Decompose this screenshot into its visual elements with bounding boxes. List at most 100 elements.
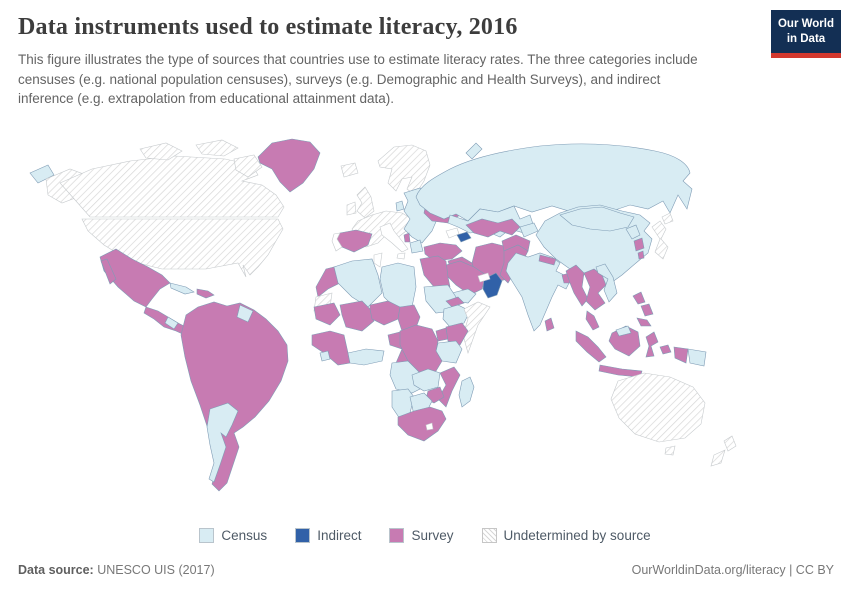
map-region-sulawesi[interactable] [645, 331, 659, 358]
map-region-eritrea[interactable] [445, 296, 465, 308]
legend-item-indirect[interactable]: Indirect [295, 528, 361, 543]
map-region-japan[interactable] [651, 220, 669, 260]
map-region-niger[interactable] [369, 300, 401, 326]
world-map [0, 135, 850, 525]
legend-item-undetermined[interactable]: Undetermined by source [481, 528, 651, 543]
legend-label-undetermined: Undetermined by source [503, 528, 651, 543]
map-region-albania[interactable] [403, 232, 411, 243]
map-region-philippines[interactable] [640, 303, 654, 317]
map-region-sri-lanka[interactable] [544, 317, 555, 332]
chart-title: Data instruments used to estimate litera… [18, 14, 518, 40]
map-region-nepal[interactable] [538, 254, 557, 266]
data-source: Data source: UNESCO UIS (2017) [18, 563, 215, 577]
map-region-portugal[interactable] [331, 232, 343, 252]
map-region-australia[interactable] [610, 372, 706, 443]
map-region-central-asia[interactable] [465, 218, 521, 238]
map-region-japan-hokkaido[interactable] [661, 212, 674, 225]
chart-footer: Data source: UNESCO UIS (2017) OurWorldi… [18, 563, 834, 577]
map-region-senegal-guinea[interactable] [311, 330, 351, 366]
map-region-egypt[interactable] [419, 255, 451, 288]
map-region-canada[interactable] [59, 155, 285, 218]
map-region-nicaragua[interactable] [164, 316, 179, 330]
map-region-greece[interactable] [409, 239, 424, 254]
map-region-tasmania[interactable] [664, 445, 676, 456]
data-source-label: Data source: [18, 563, 94, 577]
map-region-south-america[interactable] [180, 301, 289, 492]
map-region-iceland[interactable] [340, 162, 359, 178]
map-region-kyrgyz-tajik[interactable] [519, 222, 539, 238]
map-region-algeria[interactable] [333, 258, 383, 308]
map-region-kenya[interactable] [445, 322, 469, 346]
map-region-somalia[interactable] [462, 301, 491, 354]
map-region-russia[interactable] [415, 143, 693, 222]
map-region-philippines[interactable] [636, 317, 652, 327]
map-region-tunisia[interactable] [373, 252, 383, 268]
map-region-mozambique[interactable] [437, 366, 461, 408]
map-region-scandinavia[interactable] [377, 144, 431, 196]
map-region-papua-new-guinea[interactable] [687, 348, 707, 367]
map-region-south-africa[interactable] [397, 406, 447, 442]
map-region-new-zealand[interactable] [710, 449, 726, 467]
map-legend: Census Indirect Survey Undetermined by s… [0, 528, 850, 543]
chart-header: Data instruments used to estimate litera… [18, 14, 738, 109]
map-region-hispaniola[interactable] [196, 288, 215, 299]
map-region-vietnam[interactable] [595, 263, 618, 303]
map-region-cuba[interactable] [169, 282, 195, 295]
map-region-chukotka[interactable] [29, 164, 55, 184]
legend-item-census[interactable]: Census [199, 528, 267, 543]
map-region-new-zealand[interactable] [723, 435, 737, 452]
owid-logo-line1: Our World [777, 18, 834, 30]
legend-swatch-census [199, 528, 215, 543]
legend-swatch-indirect [295, 528, 311, 543]
map-region-uk[interactable] [356, 186, 375, 219]
map-region-west-papua[interactable] [673, 346, 689, 364]
map-region-greenland[interactable] [257, 138, 321, 193]
legend-item-survey[interactable]: Survey [389, 528, 454, 543]
credit-link[interactable]: OurWorldinData.org/literacy | CC BY [631, 563, 834, 577]
map-region-ireland[interactable] [346, 201, 357, 216]
map-region-uae[interactable] [477, 272, 491, 283]
map-region-drc[interactable] [399, 324, 443, 374]
map-region-argentina[interactable] [206, 402, 239, 483]
legend-label-indirect: Indirect [317, 528, 362, 543]
map-region-baja[interactable] [100, 258, 117, 285]
map-region-zambia[interactable] [411, 368, 441, 392]
map-region-moluccas[interactable] [659, 344, 672, 355]
legend-swatch-undetermined [481, 528, 497, 543]
map-region-sumatra[interactable] [575, 330, 607, 363]
map-region-philippines[interactable] [632, 291, 646, 305]
map-region-mauritania[interactable] [313, 302, 341, 326]
map-region-malay-peninsula[interactable] [585, 310, 600, 331]
map-region-madagascar[interactable] [458, 376, 475, 408]
map-region-mexico[interactable] [99, 248, 171, 308]
map-region-saudi-arabia[interactable] [445, 260, 487, 296]
map-region-borneo-malaysia[interactable] [615, 325, 632, 337]
map-region-italy[interactable] [379, 222, 409, 253]
data-source-value: UNESCO UIS (2017) [93, 563, 215, 577]
map-region-azerbaijan[interactable] [456, 231, 472, 243]
world-map-svg [29, 138, 737, 492]
map-region-south-korea[interactable] [633, 237, 645, 252]
map-region-mongolia[interactable] [559, 206, 635, 232]
map-region-ivory-ghana[interactable] [347, 348, 385, 366]
map-region-canada-islands[interactable] [139, 142, 183, 161]
map-region-north-korea[interactable] [625, 224, 641, 240]
map-region-lesotho[interactable] [425, 422, 434, 431]
map-region-georgia-armenia[interactable] [445, 227, 460, 239]
map-region-java[interactable] [598, 364, 643, 378]
map-region-mali[interactable] [339, 300, 375, 332]
map-region-ethiopia[interactable] [442, 304, 471, 328]
map-region-spain[interactable] [336, 229, 373, 253]
map-region-canada-islands[interactable] [195, 139, 239, 157]
map-region-novaya-zemlya[interactable] [465, 142, 483, 160]
map-region-sierra-leone[interactable] [319, 350, 331, 362]
map-region-india[interactable] [505, 252, 571, 332]
chart-subtitle: This figure illustrates the type of sour… [18, 52, 698, 107]
map-region-canada-islands[interactable] [233, 154, 263, 178]
map-region-guyana[interactable] [236, 304, 254, 323]
map-region-sicily[interactable] [396, 252, 406, 260]
map-region-taiwan[interactable] [637, 250, 645, 260]
owid-logo[interactable]: Our World in Data [771, 10, 841, 58]
map-region-denmark[interactable] [395, 200, 405, 212]
